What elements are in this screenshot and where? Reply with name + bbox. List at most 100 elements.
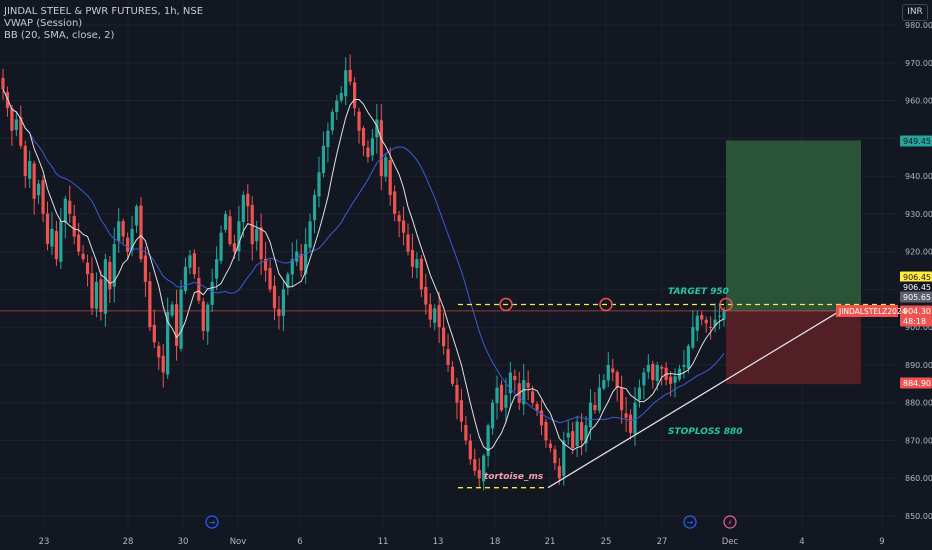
candle-body	[401, 220, 406, 233]
candle-body	[495, 387, 499, 404]
candle-body	[166, 312, 170, 375]
vwap-line	[2, 88, 725, 424]
candle-body	[677, 368, 682, 380]
candle-body	[557, 466, 561, 479]
candle-body	[344, 70, 348, 97]
candle-body	[201, 301, 205, 331]
candle-body	[5, 92, 10, 109]
candle-body	[10, 108, 14, 131]
event-marker-icon	[205, 515, 219, 529]
x-tick-label: Dec	[722, 537, 739, 547]
candle-body	[695, 315, 699, 331]
candle-body	[553, 449, 557, 464]
candle-body	[197, 278, 201, 301]
candle-body	[130, 228, 134, 251]
bb-indicator-label: BB (20, SMA, close, 2)	[4, 30, 115, 41]
candle-body	[259, 227, 263, 260]
candle-body	[148, 281, 152, 328]
y-tick-label: 940.00	[905, 172, 932, 181]
candle-body	[134, 206, 139, 226]
candle-body	[330, 111, 334, 131]
candle-body	[717, 315, 722, 317]
candle-body	[143, 255, 148, 282]
y-tick-label: 930.00	[905, 210, 932, 219]
candle-body	[459, 400, 464, 422]
price-tag-bg	[900, 271, 932, 283]
candle-body	[490, 402, 495, 429]
candle-body	[366, 147, 370, 158]
candle-body	[304, 244, 308, 275]
candle-body	[37, 183, 41, 196]
candle-body	[584, 425, 588, 444]
candle-body	[85, 262, 90, 275]
lightning-icon: ⚡	[728, 519, 733, 527]
candle-body	[299, 253, 303, 271]
candle-body	[72, 215, 76, 237]
candle-body	[63, 198, 67, 223]
candle-body	[597, 387, 601, 411]
y-tick-label: 890.00	[905, 361, 932, 370]
candle-body	[255, 228, 259, 242]
candle-body	[655, 364, 659, 381]
candle-body	[139, 205, 143, 260]
x-tick-label: 21	[545, 537, 556, 547]
candle-body	[77, 234, 81, 252]
candle-body	[50, 228, 54, 247]
candle-body	[579, 422, 584, 441]
candle-body	[633, 402, 637, 434]
candle-body	[68, 200, 72, 214]
candle-body	[691, 327, 695, 348]
candle-body	[522, 380, 526, 405]
candle-body	[126, 237, 130, 252]
x-tick-label: 23	[39, 537, 50, 547]
candle-body	[588, 402, 593, 428]
candle-body	[455, 384, 459, 403]
candle-body	[464, 424, 468, 441]
x-tick-label: 6	[297, 537, 302, 547]
candle-body	[535, 404, 539, 411]
candle-body	[19, 117, 23, 146]
currency-button[interactable]: INR	[902, 4, 928, 21]
candle-body	[237, 221, 241, 252]
symbol-tag-label: JINDALSTELZ2024	[838, 307, 907, 316]
candle-body	[713, 319, 717, 326]
candle-body	[54, 230, 59, 260]
y-tick-label: 900.00	[905, 323, 932, 332]
candle-body	[722, 310, 726, 320]
candle-body	[339, 92, 343, 101]
candle-body	[477, 470, 481, 479]
candle-body	[468, 440, 472, 460]
candle-body	[23, 145, 27, 177]
target-annotation: TARGET 950	[668, 287, 729, 297]
x-tick-label: 9	[879, 537, 884, 547]
candle-body	[379, 120, 383, 177]
price-tag-label: 884.90	[903, 379, 931, 388]
candle-body	[504, 395, 508, 408]
candle-body	[268, 268, 272, 290]
candle-body	[606, 364, 610, 381]
candle-body	[575, 421, 579, 446]
candle-body	[450, 366, 455, 384]
candle-body	[14, 119, 18, 131]
candle-body	[709, 326, 713, 328]
candle-body	[704, 319, 708, 324]
x-tick-label: 28	[123, 537, 134, 547]
price-tag-label: 906.45	[903, 273, 931, 282]
candle-body	[406, 234, 410, 252]
candle-body	[90, 273, 94, 309]
candle-body	[81, 253, 85, 260]
price-tag-bg	[900, 281, 932, 293]
price-tag-bg	[900, 315, 932, 327]
candle-body	[321, 145, 326, 174]
candle-body	[375, 119, 379, 138]
candle-body	[117, 221, 121, 242]
candle-body	[513, 376, 517, 381]
candle-body	[628, 414, 633, 433]
event-arrow-icon: →	[209, 518, 216, 527]
y-tick-label: 970.00	[905, 59, 932, 68]
candle-body	[121, 220, 125, 237]
candle-body	[174, 304, 179, 347]
candle-body	[682, 364, 686, 367]
